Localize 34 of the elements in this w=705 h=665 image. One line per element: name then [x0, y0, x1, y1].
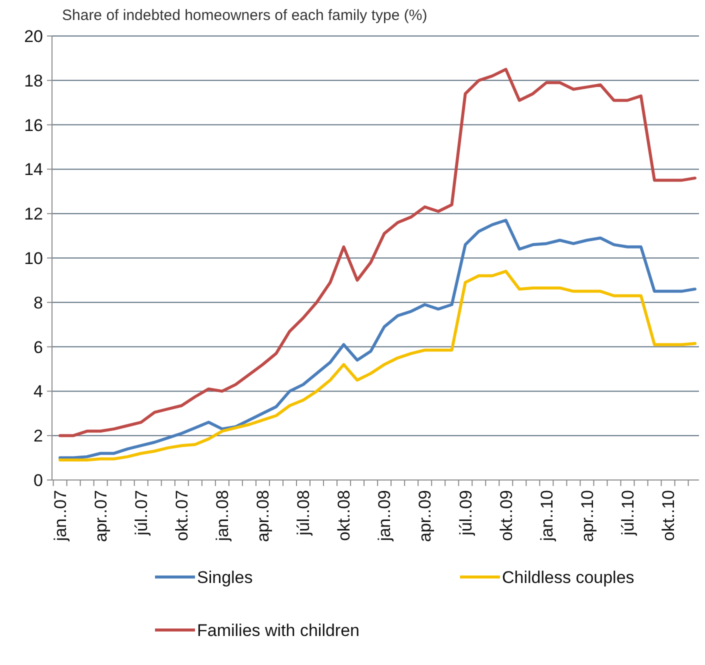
y-tick-label: 12	[24, 204, 43, 224]
line-series	[58, 68, 696, 438]
x-tick-label: jan..10	[537, 490, 556, 542]
x-tick-label: apr..10	[578, 490, 597, 542]
y-tick-label: 0	[34, 470, 43, 490]
x-tick-label: júl..10	[618, 490, 638, 536]
x-tick-label: jan..07	[50, 490, 70, 542]
y-tick-label: 4	[34, 382, 43, 402]
x-tick-label: júl..08	[294, 490, 314, 536]
x-tick-label: okt..08	[334, 490, 354, 542]
x-tick-label: apr..08	[254, 490, 273, 542]
x-tick-label: júl..09	[456, 490, 476, 536]
line-series	[58, 218, 696, 460]
chart-title: Share of indebted homeowners of each family type (%)	[62, 7, 428, 24]
x-tick-label: okt..10	[658, 490, 678, 542]
y-tick-label: 10	[24, 248, 43, 268]
y-tick-label: 16	[24, 116, 43, 135]
y-tick-label: 6	[34, 338, 43, 357]
y-tick-label: 18	[24, 71, 43, 90]
y-tick-label: 8	[34, 293, 43, 312]
x-tick-label: jan..09	[375, 490, 394, 542]
y-tick-label: 20	[24, 26, 43, 46]
line-series	[58, 270, 696, 462]
y-tick-label: 2	[34, 426, 43, 446]
x-tick-label: apr..07	[91, 490, 110, 542]
x-tick-label: jan..08	[213, 490, 232, 542]
x-tick-label: okt..07	[172, 490, 192, 542]
legend-label: Singles	[197, 568, 253, 587]
x-tick-label: apr..09	[416, 490, 435, 542]
x-tick-label: okt..09	[496, 490, 516, 542]
y-tick-label: 14	[24, 160, 43, 180]
legend-label: Childless couples	[502, 568, 634, 587]
x-tick-label: júl..07	[132, 490, 152, 536]
legend-label: Families with children	[197, 620, 360, 640]
